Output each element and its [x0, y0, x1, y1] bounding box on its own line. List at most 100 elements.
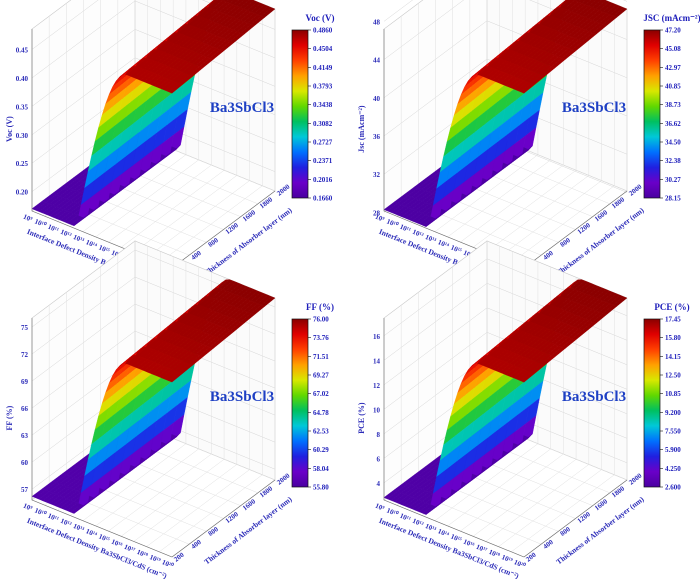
- colorbar-tick-label: 55.80: [313, 484, 329, 492]
- y-tick-label: 2000: [627, 182, 643, 197]
- z-axis-label: PCE (%): [357, 402, 366, 434]
- colorbar-tick-label: 64.78: [313, 409, 329, 417]
- colorbar-tick-label: 7.550: [665, 428, 681, 436]
- colorbar: [643, 29, 661, 199]
- z-tick-label: 28: [373, 209, 381, 217]
- material-label: Ba3SbCl3: [210, 389, 274, 405]
- x-tick-label: 10¹⁴: [85, 527, 99, 539]
- z-tick-label: 8: [377, 431, 381, 439]
- y-axis-line: [171, 479, 276, 558]
- colorbar-tick-label: 38.73: [665, 101, 681, 109]
- colorbar-tick-label: 73.76: [313, 334, 329, 342]
- x-tick-label: 10¹⁵: [97, 243, 110, 255]
- colorbar-tick-label: 47.20: [665, 27, 681, 35]
- colorbar-tick-label: 32.38: [665, 157, 681, 165]
- z-tick-label: 75: [21, 324, 29, 332]
- z-tick-label: 44: [373, 57, 381, 65]
- z-tick-label: 63: [21, 432, 29, 440]
- x-tick-label: 10¹⁸: [488, 548, 501, 560]
- colorbar-tick-label: 0.2727: [313, 139, 333, 147]
- y-axis-line: [523, 479, 628, 558]
- y-tick-label: 2000: [627, 471, 643, 486]
- x-tick-label: 10¹⁸: [136, 548, 149, 560]
- z-tick-label: 0.20: [16, 189, 29, 197]
- colorbar-tick-label: 76.00: [313, 316, 329, 324]
- x-tick-label: 10⁹: [374, 213, 385, 224]
- colorbar: [291, 29, 309, 199]
- colorbar-tick-label: 10.85: [665, 390, 681, 398]
- x-tick-label: 10¹⁵: [97, 532, 110, 544]
- colorbar-tick-label: 58.04: [313, 465, 329, 473]
- x-tick-label: 10¹⁰: [385, 217, 399, 229]
- z-tick-label: 4: [377, 480, 381, 488]
- x-tick-label: 10¹⁵: [449, 243, 462, 255]
- colorbar-tick-label: 69.27: [313, 372, 329, 380]
- colorbar-title: JSC (mAcm⁻²): [643, 13, 700, 23]
- x-tick-label: 10¹⁶: [462, 538, 475, 550]
- colorbar-tick-label: 40.85: [665, 83, 681, 91]
- x-tick-label: 10¹²: [59, 228, 72, 240]
- surface-patch: [383, 201, 399, 212]
- z-tick-label: 36: [373, 133, 381, 141]
- z-tick-label: 40: [373, 95, 381, 103]
- x-tick-label: 10¹¹: [399, 512, 412, 524]
- x-tick-label: 10¹¹: [399, 223, 412, 235]
- x-tick-label: 10¹⁴: [437, 238, 451, 250]
- z-tick-label: 0.30: [16, 132, 29, 140]
- x-tick-label: 10¹³: [72, 522, 85, 534]
- x-tick-label: 10¹¹: [47, 223, 60, 235]
- x-tick-label: 10¹³: [424, 233, 437, 245]
- y-axis-line: [171, 190, 276, 269]
- x-tick-label: 10¹⁴: [437, 527, 451, 539]
- colorbar-tick-label: 0.4149: [313, 64, 333, 72]
- z-axis-label: Jsc (mAcm⁻²): [357, 105, 366, 153]
- colorbar-tick-label: 17.45: [665, 316, 681, 324]
- colorbar-tick-label: 30.27: [665, 176, 681, 184]
- z-tick-label: 57: [21, 486, 29, 494]
- colorbar-tick-label: 67.02: [313, 390, 329, 398]
- colorbar-tick-label: 9.200: [665, 409, 681, 417]
- z-tick-label: 60: [21, 459, 29, 467]
- x-tick-label: 10¹³: [424, 522, 437, 534]
- x-tick-label: 10¹⁹: [500, 553, 513, 565]
- x-tick-label: 10⁹: [22, 502, 33, 513]
- colorbar-tick-label: 0.4860: [313, 27, 333, 35]
- z-tick-label: 16: [373, 333, 381, 341]
- colorbar-tick-label: 42.97: [665, 64, 681, 72]
- x-tick-label: 10²⁰: [513, 558, 527, 570]
- z-axis-label: Voc (V): [5, 116, 14, 142]
- surface-patch: [31, 200, 47, 211]
- colorbar-tick-label: 45.08: [665, 45, 681, 53]
- x-tick-label: 10⁹: [374, 502, 385, 513]
- z-tick-label: 72: [21, 351, 29, 359]
- x-tick-label: 10¹⁵: [449, 532, 462, 544]
- colorbar-tick-label: 15.80: [665, 334, 681, 342]
- x-tick-label: 10¹²: [411, 228, 424, 240]
- x-tick-label: 10¹¹: [47, 512, 60, 524]
- x-tick-label: 10¹⁶: [110, 538, 123, 550]
- x-tick-label: 10²⁰: [161, 558, 175, 570]
- x-tick-label: 10¹²: [59, 517, 72, 529]
- z-tick-label: 10: [373, 406, 381, 414]
- colorbar-tick-label: 4.250: [665, 465, 681, 473]
- z-tick-label: 12: [373, 382, 381, 390]
- x-axis-line: [383, 499, 525, 558]
- z-tick-label: 69: [21, 378, 29, 386]
- x-tick-label: 10¹⁰: [385, 506, 399, 518]
- colorbar-tick-label: 0.2371: [313, 157, 333, 165]
- z-tick-label: 66: [21, 405, 29, 413]
- x-tick-label: 10¹⁰: [33, 506, 47, 518]
- colorbar-tick-label: 36.62: [665, 120, 681, 128]
- material-label: Ba3SbCl3: [562, 100, 626, 116]
- colorbar-tick-label: 0.1660: [313, 195, 333, 203]
- z-tick-label: 0.35: [16, 103, 29, 111]
- colorbar-tick-label: 12.50: [665, 372, 681, 380]
- colorbar: [291, 318, 309, 488]
- y-tick-label: 2000: [275, 182, 291, 197]
- colorbar-tick-label: 0.2016: [313, 176, 333, 184]
- surface-patch: [31, 488, 47, 499]
